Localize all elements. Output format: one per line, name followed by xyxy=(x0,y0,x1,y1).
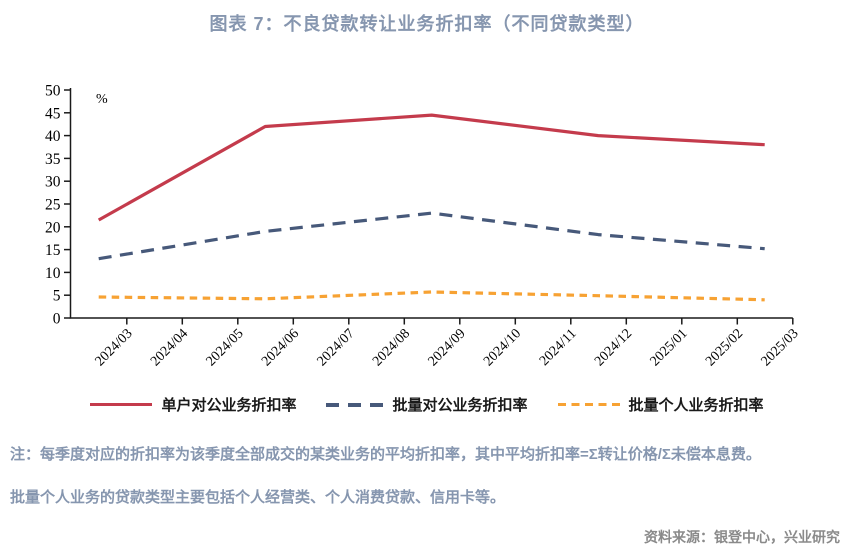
series-line-2 xyxy=(98,290,765,302)
legend-line-sample-solid-red xyxy=(90,402,153,407)
y-tick-label: 40 xyxy=(45,128,61,145)
legend-label: 批量个人业务折扣率 xyxy=(628,397,764,414)
chart-axes: 0 5 10 15 20 25 30 35 40 45 50 2024/03 2024/04 2024/0… xyxy=(45,83,802,370)
x-tick-label: 2024/09 xyxy=(426,326,469,369)
legend-item-batch-corporate: 批量对公业务折扣率 xyxy=(326,394,528,415)
legend-label: 单户对公业务折扣率 xyxy=(161,397,297,414)
y-tick-label: 35 xyxy=(45,151,61,168)
legend-line-sample-dashed-orange xyxy=(557,402,620,407)
legend-item-single-corporate: 单户对公业务折扣率 xyxy=(90,394,296,415)
series-line-1 xyxy=(98,211,765,261)
legend-line-sample-dashed-blue xyxy=(326,402,384,407)
x-tick-label: 2024/10 xyxy=(481,326,524,369)
legend-item-batch-personal: 批量个人业务折扣率 xyxy=(557,394,764,415)
y-tick-label: 5 xyxy=(53,288,61,305)
footnote-line-2: 批量个人业务的贷款类型主要包括个人经营类、个人消费贷款、信用卡等。 xyxy=(10,489,506,506)
y-tick-label: 0 xyxy=(53,311,61,328)
footnote-line-1: 注：每季度对应的折扣率为该季度全部成交的某类业务的平均折扣率，其中平均折扣率=Σ… xyxy=(10,446,761,463)
x-tick-label: 2024/03 xyxy=(93,326,136,369)
y-tick-label: 25 xyxy=(45,197,61,214)
y-tick-label: 50 xyxy=(45,83,61,100)
x-tick-label: 2024/11 xyxy=(537,326,580,369)
y-axis-unit-label: % xyxy=(96,92,108,107)
y-tick-label: 45 xyxy=(45,105,61,122)
y-tick-label: 10 xyxy=(45,265,61,282)
y-tick-label: 30 xyxy=(45,174,61,191)
x-tick-label: 2024/08 xyxy=(370,326,413,369)
x-tick-label: 2024/07 xyxy=(315,326,358,369)
y-tick-label: 20 xyxy=(45,219,61,236)
legend-label: 批量对公业务折扣率 xyxy=(392,397,528,414)
x-tick-label: 2025/02 xyxy=(703,326,746,369)
x-tick-label: 2025/03 xyxy=(759,326,802,369)
y-tick-label: 15 xyxy=(45,242,61,259)
series-line-0 xyxy=(97,113,765,222)
x-tick-label: 2024/12 xyxy=(592,326,635,369)
x-tick-label: 2025/01 xyxy=(648,326,691,369)
chart-legend: 单户对公业务折扣率 批量对公业务折扣率 批量个人业务折扣率 xyxy=(0,394,854,415)
x-tick-label: 2024/04 xyxy=(148,326,191,369)
x-tick-label: 2024/06 xyxy=(259,326,302,369)
x-tick-label: 2024/05 xyxy=(204,326,247,369)
data-source: 资料来源：银登中心，兴业研究 xyxy=(644,529,840,545)
discount-rate-line-chart: 0 5 10 15 20 25 30 35 40 45 50 2024/03 2024/04 2024/0… xyxy=(45,83,802,370)
page-title: 图表 7：不良贷款转让业务折扣率（不同贷款类型） xyxy=(209,14,645,34)
